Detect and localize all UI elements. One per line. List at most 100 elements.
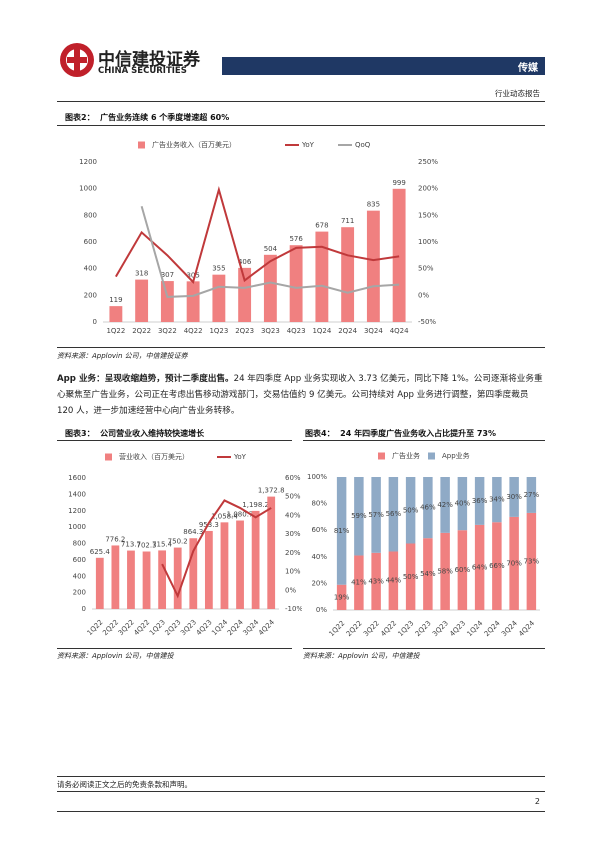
logo xyxy=(60,43,94,77)
x-tick-label: 4Q22 xyxy=(132,618,151,637)
x-tick-label: 2Q22 xyxy=(101,618,120,637)
y2-tick-label: 50% xyxy=(418,265,434,273)
legend-swatch xyxy=(428,452,435,460)
data-label: 504 xyxy=(264,245,278,253)
bar xyxy=(158,550,167,609)
figure-label: 图表4： xyxy=(305,429,335,438)
bar xyxy=(492,477,502,523)
data-label: 576 xyxy=(289,235,303,243)
bar xyxy=(238,267,252,322)
chart: 0%20%40%60%80%100%1Q222Q223Q224Q221Q232Q… xyxy=(307,451,540,638)
legend-label: YoY xyxy=(233,453,247,461)
data-label: 1,080.7 xyxy=(227,511,254,519)
sector: 传媒 xyxy=(518,63,538,74)
rule xyxy=(57,101,545,102)
data-label: 702.3 xyxy=(137,541,157,549)
y2-tick-label: 20% xyxy=(285,549,301,557)
y2-tick-label: 50% xyxy=(285,493,301,501)
data-label: 999 xyxy=(392,179,405,187)
bar xyxy=(388,551,399,610)
legend-label: 营业收入（百万美元） xyxy=(119,452,189,461)
data-label: 64% xyxy=(472,563,488,571)
bar xyxy=(127,550,135,609)
bar xyxy=(95,557,104,609)
bar xyxy=(509,516,519,610)
data-label: 30% xyxy=(506,493,522,501)
x-tick-label: 2Q23 xyxy=(164,618,183,637)
legend-label: 广告业务 xyxy=(392,451,420,460)
chart: 0 200 400 600 800 1000 1200 -50% 0% 50% 100% 150% 20… xyxy=(79,140,438,335)
y2-tick-label: 0% xyxy=(418,291,429,299)
x-tick-label: 3Q22 xyxy=(117,618,136,637)
bar xyxy=(160,281,174,322)
lead: App 业务：呈现收缩趋势，预计二季度出售。 xyxy=(57,374,234,384)
disclaimer: 请务必阅读正文之后的免责条款和声明。 xyxy=(57,780,192,789)
bar xyxy=(371,477,381,553)
x-tick-label: 3Q22 xyxy=(362,619,381,638)
bar xyxy=(289,245,303,322)
data-label: 776.2 xyxy=(105,535,125,543)
data-label: 864.3 xyxy=(183,528,203,536)
y-tick-label: 600 xyxy=(84,238,97,246)
y-tick-label: 1200 xyxy=(68,507,86,515)
bar xyxy=(189,538,198,609)
data-label: 307 xyxy=(161,271,174,279)
x-tick-label: 2Q22 xyxy=(345,619,364,638)
x-tick-label: 3Q23 xyxy=(261,327,280,335)
bar xyxy=(474,477,485,525)
data-label: 19% xyxy=(334,593,350,601)
data-label: 34% xyxy=(489,496,505,504)
x-tick-label: 3Q24 xyxy=(500,619,519,638)
legend-swatch xyxy=(378,452,385,460)
bar xyxy=(142,551,151,609)
x-tick-label: 2Q22 xyxy=(132,327,151,335)
bar xyxy=(457,477,468,531)
y-tick-label: 0 xyxy=(82,605,86,613)
figure-title-text: 24 年四季度广告业务收入占比提升至 73% xyxy=(340,429,497,438)
data-label: 50% xyxy=(403,573,419,581)
bar xyxy=(220,522,229,609)
x-tick-label: 1Q23 xyxy=(148,618,167,637)
data-label: 66% xyxy=(489,562,505,570)
data-label: 56% xyxy=(386,510,402,518)
y-tick-label: 400 xyxy=(73,572,86,580)
x-tick-label: 1Q22 xyxy=(327,619,346,638)
data-label: 43% xyxy=(368,577,384,585)
data-label: 355 xyxy=(212,265,225,273)
bar xyxy=(336,477,347,585)
data-label: 678 xyxy=(315,222,328,230)
data-label: 1,372.8 xyxy=(258,487,285,495)
y2-tick-label: 250% xyxy=(418,158,438,166)
bar xyxy=(204,530,213,609)
x-tick-label: 4Q23 xyxy=(195,618,214,637)
bar xyxy=(263,254,277,322)
y-tick-label: 1400 xyxy=(68,490,86,498)
x-tick-label: 1Q23 xyxy=(396,619,415,638)
x-tick-label: 4Q23 xyxy=(287,327,306,335)
rule xyxy=(57,648,292,649)
bar xyxy=(405,543,416,610)
data-label: 60% xyxy=(455,566,471,574)
bar xyxy=(423,538,433,610)
x-tick-label: 2Q24 xyxy=(483,619,502,638)
line-series xyxy=(161,499,272,599)
y-tick-label: 1000 xyxy=(79,185,97,193)
data-label: 46% xyxy=(420,504,436,512)
legend-label: QoQ xyxy=(355,141,371,149)
y2-tick-label: 60% xyxy=(285,474,301,482)
y-tick-label: 80% xyxy=(311,500,327,508)
data-label: 41% xyxy=(351,579,367,587)
bar xyxy=(492,522,502,610)
legend-label: 广告业务收入（百万美元） xyxy=(152,140,236,149)
bar xyxy=(474,524,485,610)
y-tick-label: 800 xyxy=(84,211,97,219)
y-tick-label: 60% xyxy=(311,526,327,534)
bar xyxy=(315,231,329,322)
data-label: 40% xyxy=(455,500,471,508)
bar xyxy=(135,279,149,322)
bar xyxy=(212,274,226,322)
x-tick-label: 4Q22 xyxy=(184,327,203,335)
data-label: 318 xyxy=(135,270,148,278)
y-tick-label: 40% xyxy=(311,553,327,561)
